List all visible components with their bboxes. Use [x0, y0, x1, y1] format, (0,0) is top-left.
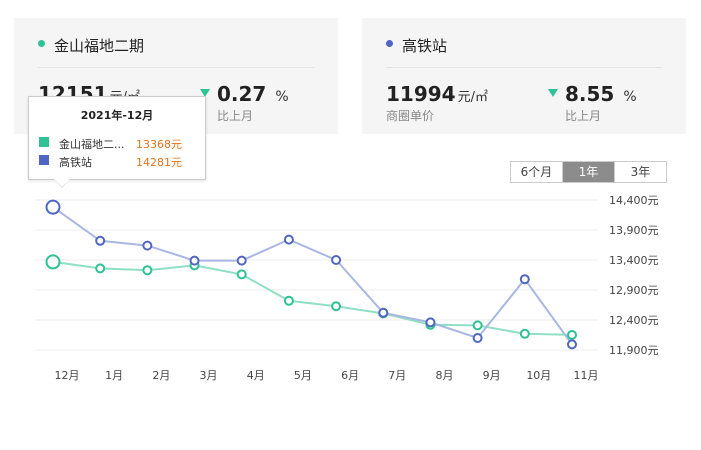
- x-tick-label: 11月: [574, 369, 599, 382]
- x-tick-label: 1月: [105, 369, 123, 382]
- x-tick-label: 10月: [526, 369, 551, 382]
- card-price-label: 商圈单价: [386, 109, 435, 123]
- tooltip-series-label: 高铁站: [59, 156, 92, 169]
- tab-6-months[interactable]: 6个月: [511, 162, 562, 182]
- data-point: [567, 329, 577, 340]
- data-point: [189, 255, 200, 266]
- x-tick-label: 3月: [200, 369, 218, 382]
- series-dot-icon: [38, 40, 45, 47]
- data-point: [142, 265, 153, 276]
- chart-tooltip: 2021年-12月 金山福地二... 13368元 高铁站 14281元: [28, 96, 206, 188]
- card-divider: [38, 67, 314, 68]
- data-point: [45, 199, 61, 215]
- data-point: [331, 255, 342, 265]
- data-point: [519, 274, 530, 285]
- data-point: [331, 301, 342, 312]
- data-point: [45, 254, 61, 270]
- y-tick-label: 13,400元: [609, 254, 659, 267]
- x-tick-label: 12月: [55, 369, 80, 382]
- series-line: [52, 260, 573, 336]
- legend-swatch-community: [39, 137, 49, 147]
- card-change-value: 8.55: [565, 82, 615, 106]
- y-tick-label: 11,900元: [609, 344, 659, 357]
- x-tick-label: 6月: [341, 369, 359, 382]
- card-change-label: 比上月: [217, 109, 254, 123]
- data-point: [472, 333, 483, 343]
- x-tick-label: 8月: [435, 369, 453, 382]
- card-divider: [386, 67, 662, 68]
- legend-swatch-district: [39, 155, 49, 165]
- card-change-unit: %: [623, 89, 637, 105]
- down-arrow-icon: [200, 89, 210, 97]
- tooltip-pointer-inner: [54, 179, 70, 187]
- card-change: 8.55 %: [565, 82, 637, 106]
- card-change-label: 比上月: [565, 109, 602, 123]
- data-point: [95, 235, 106, 246]
- y-tick-label: 12,400元: [609, 314, 659, 327]
- series-line: [52, 206, 573, 345]
- down-arrow-icon: [548, 89, 558, 97]
- data-point: [236, 255, 247, 266]
- x-tick-label: 9月: [483, 369, 501, 382]
- x-tick-label: 2月: [152, 369, 170, 382]
- data-point: [519, 328, 530, 339]
- tooltip-title: 2021年-12月: [80, 109, 154, 122]
- tooltip-series-value: 14281元: [136, 156, 182, 169]
- tooltip-row: 高铁站 14281元: [39, 154, 199, 169]
- card-change-value: 0.27: [217, 82, 267, 106]
- tab-3-years[interactable]: 3年: [614, 162, 666, 182]
- data-point: [567, 339, 577, 350]
- data-point: [472, 320, 483, 331]
- data-point: [378, 307, 389, 318]
- data-point: [142, 240, 153, 251]
- tooltip-series-value: 13368元: [136, 138, 182, 151]
- x-tick-label: 4月: [247, 369, 265, 382]
- range-tabs: 6个月 1年 3年: [510, 161, 667, 183]
- card-change: 0.27 %: [217, 82, 289, 106]
- card-price-unit: 元/㎡: [457, 90, 488, 105]
- card-title: 高铁站: [402, 37, 448, 55]
- y-tick-label: 13,900元: [609, 224, 659, 237]
- data-point: [425, 317, 436, 328]
- y-tick-label: 14,400元: [609, 194, 659, 207]
- summary-card-district: 高铁站 11994 元/㎡ 商圈单价 8.55 % 比上月: [362, 18, 686, 134]
- card-price: 11994 元/㎡: [386, 82, 488, 106]
- data-point: [236, 269, 247, 280]
- card-price-value: 11994: [386, 82, 456, 106]
- x-tick-label: 5月: [294, 369, 312, 382]
- data-point: [283, 234, 294, 245]
- data-point: [95, 263, 106, 274]
- tab-1-year[interactable]: 1年: [562, 162, 614, 182]
- card-title: 金山福地二期: [54, 37, 145, 55]
- card-change-unit: %: [275, 89, 289, 105]
- tooltip-series-label: 金山福地二...: [59, 138, 125, 151]
- y-tick-label: 12,900元: [609, 284, 659, 297]
- x-tick-label: 7月: [388, 369, 406, 382]
- data-point: [283, 295, 294, 306]
- series-dot-icon: [386, 40, 393, 47]
- tooltip-row: 金山福地二... 13368元: [39, 136, 199, 151]
